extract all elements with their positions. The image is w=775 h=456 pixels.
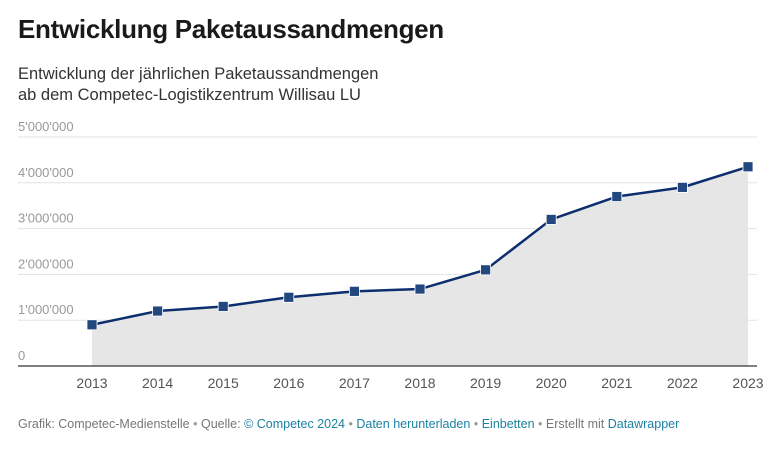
footer-credit: Grafik: Competec-Medienstelle (18, 417, 190, 431)
data-point-2023[interactable] (742, 161, 754, 173)
x-tick-label: 2017 (339, 375, 370, 391)
series-area (92, 166, 748, 366)
y-tick-label: 1'000'000 (18, 302, 74, 317)
download-data-link[interactable]: Daten herunterladen (356, 417, 471, 431)
footer: Grafik: Competec-Medienstelle • Quelle: … (18, 417, 679, 431)
y-tick-label: 5'000'000 (18, 119, 74, 134)
data-point-2018[interactable] (414, 283, 426, 295)
data-point-2016[interactable] (283, 291, 295, 303)
y-tick-label: 4'000'000 (18, 165, 74, 180)
x-tick-label: 2019 (470, 375, 501, 391)
y-tick-label: 2'000'000 (18, 256, 74, 271)
data-point-2014[interactable] (152, 305, 164, 317)
data-point-2015[interactable] (217, 301, 229, 312)
chart-subtitle: Entwicklung der jährlichen Paketaussandm… (18, 64, 518, 106)
x-tick-label: 2018 (404, 375, 435, 391)
x-tick-label: 2015 (208, 375, 239, 391)
data-point-2019[interactable] (480, 264, 492, 276)
footer-separator: • (348, 417, 353, 431)
data-point-2017[interactable] (348, 285, 360, 297)
data-point-2020[interactable] (545, 214, 557, 225)
x-tick-label: 2023 (732, 375, 763, 391)
footer-separator: • (538, 417, 543, 431)
embed-link[interactable]: Einbetten (481, 417, 535, 431)
source-link[interactable]: © Competec 2024 (244, 417, 345, 431)
footer-separator: • (473, 417, 479, 431)
x-tick-label: 2022 (667, 375, 698, 391)
footer-separator: • (193, 417, 198, 431)
subtitle-line-2: ab dem Competec-Logistikzentrum Willisau… (18, 86, 361, 104)
x-tick-labels: 2013 2014 2015 2016 2017 2018 2019 2020 2021 2022… (76, 375, 763, 391)
chart-title: Entwicklung Paketaussandmengen (18, 14, 444, 44)
x-tick-label: 2013 (76, 375, 107, 391)
x-tick-label: 2020 (536, 375, 567, 391)
line-area-chart: 0 1'000'000 2'000'000 3'000'000 4'000'000 5'0… (18, 119, 764, 391)
data-point-2013[interactable] (86, 319, 98, 331)
data-markers (86, 161, 754, 331)
datawrapper-link[interactable]: Datawrapper (607, 417, 680, 431)
area-layer (92, 166, 748, 366)
footer-made-with: Erstellt mit (545, 417, 605, 431)
x-tick-label: 2016 (273, 375, 304, 391)
footer-source-label: Quelle: (200, 417, 241, 431)
data-point-2022[interactable] (677, 181, 688, 193)
y-tick-labels: 0 1'000'000 2'000'000 3'000'000 4'000'000 5'0… (18, 119, 74, 363)
subtitle-line-1: Entwicklung der jährlichen Paketaussandm… (18, 65, 379, 83)
y-tick-label: 0 (18, 348, 25, 363)
y-tick-label: 3'000'000 (18, 211, 74, 226)
x-tick-label: 2021 (601, 375, 632, 391)
x-tick-label: 2014 (142, 375, 173, 391)
data-point-2021[interactable] (611, 191, 623, 202)
